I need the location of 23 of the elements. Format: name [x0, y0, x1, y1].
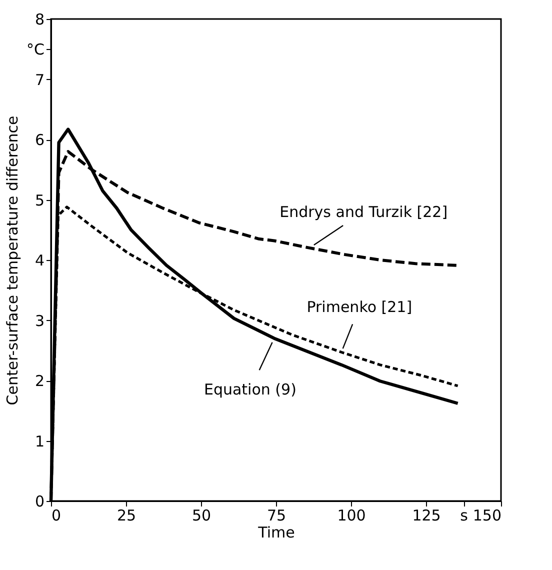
y-tick-label: 1	[34, 432, 44, 450]
y-tick-label: 5	[34, 191, 44, 210]
legend-label: Equation (9)	[204, 380, 296, 399]
y-tick-label: 0	[34, 492, 44, 510]
x-axis-title: Time	[257, 524, 295, 542]
y-axis-title: Center-surface temperature difference	[4, 116, 22, 406]
y-tick-label: °C	[26, 40, 44, 59]
y-tick-label: 2	[34, 372, 44, 390]
y-tick-label: 6	[34, 131, 44, 149]
x-tick-label: 50	[192, 506, 212, 524]
x-tick-label: 25	[116, 506, 136, 524]
x-tick-label: 150	[472, 506, 502, 524]
x-tick-label: 0	[52, 506, 62, 524]
series-label: Endrys and Turzik [22]	[280, 202, 448, 221]
series-label: Primenko [21]	[306, 298, 412, 316]
x-tick-label: 100	[337, 506, 366, 524]
x-tick-label: 75	[266, 506, 286, 524]
y-tick-label: 3	[34, 312, 44, 330]
y-tick-label: 7	[34, 70, 44, 89]
x-tick-label: 125	[412, 506, 441, 524]
y-tick-label: 8	[34, 10, 44, 28]
x-tick-label: s	[460, 506, 468, 524]
y-tick-label: 4	[34, 252, 44, 270]
